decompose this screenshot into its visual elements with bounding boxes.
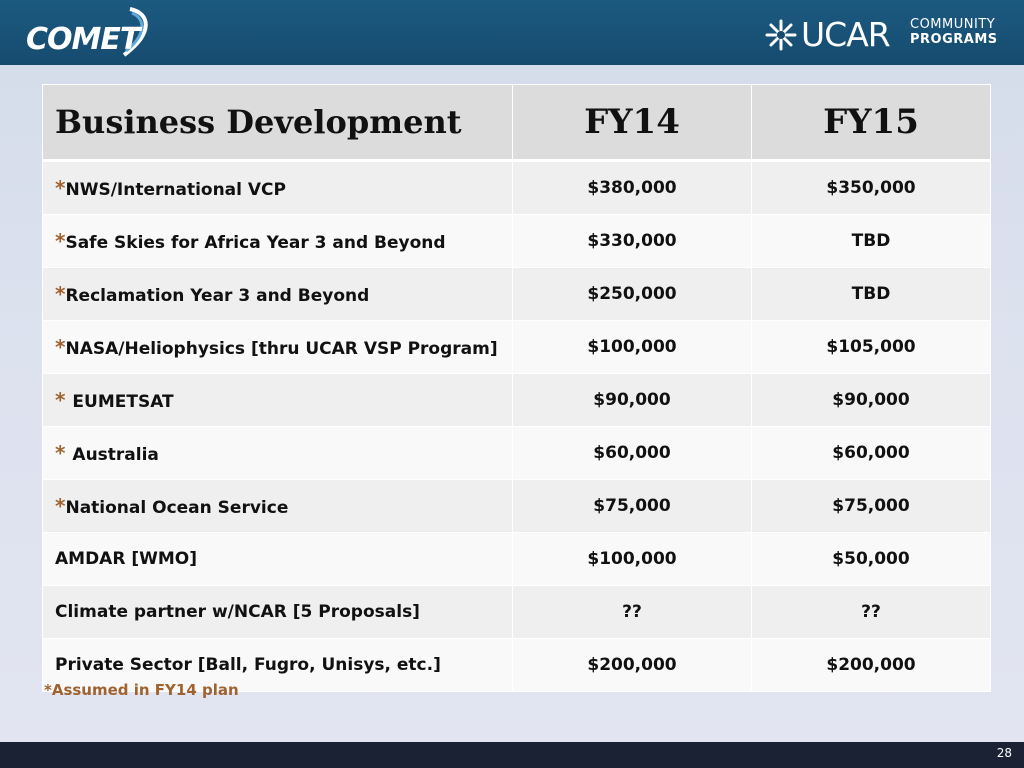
- table-row: *NWS/International VCP $380,000 $350,000: [42, 160, 991, 215]
- table-row: *NASA/Heliophysics [thru UCAR VSP Progra…: [42, 320, 991, 374]
- ucar-star-icon: [765, 19, 797, 51]
- fy15-value: $75,000: [751, 479, 991, 533]
- fy14-value: $100,000: [512, 532, 752, 586]
- row-label-cell: * Australia: [42, 426, 513, 480]
- fy14-value: $60,000: [512, 426, 752, 480]
- row-label-cell: *NASA/Heliophysics [thru UCAR VSP Progra…: [42, 320, 513, 374]
- asterisk-marker: *: [55, 441, 73, 465]
- fy15-value: $60,000: [751, 426, 991, 480]
- asterisk-marker: *: [55, 494, 66, 518]
- row-label: Climate partner w/NCAR [5 Proposals]: [42, 585, 513, 639]
- row-label: NASA/Heliophysics [thru UCAR VSP Program…: [65, 339, 498, 359]
- table-row: Climate partner w/NCAR [5 Proposals] ?? …: [42, 585, 991, 639]
- row-label: National Ocean Service: [65, 498, 289, 518]
- header-fy15: FY15: [751, 84, 991, 162]
- fy15-value: $105,000: [751, 320, 991, 374]
- fy14-value: $380,000: [512, 160, 752, 215]
- comet-swoosh-icon: [122, 7, 148, 57]
- row-label: EUMETSAT: [72, 392, 174, 412]
- asterisk-marker: *: [55, 282, 66, 306]
- row-label-cell: *NWS/International VCP: [42, 160, 513, 215]
- fy15-value: TBD: [751, 214, 991, 268]
- ucar-logo: UCAR COMMUNITY PROGRAMS: [765, 15, 1010, 54]
- asterisk-marker: *: [55, 335, 66, 359]
- page-number: 28: [996, 746, 1012, 760]
- fy14-value: $100,000: [512, 320, 752, 374]
- row-label: Reclamation Year 3 and Beyond: [65, 286, 370, 306]
- table-row: * EUMETSAT $90,000 $90,000: [42, 373, 991, 427]
- table-row: * Australia $60,000 $60,000: [42, 426, 991, 480]
- comet-logo-text: COMET: [26, 22, 140, 57]
- header-business-development: Business Development: [42, 84, 513, 162]
- fy14-value: $90,000: [512, 373, 752, 427]
- ucar-logo-text: UCAR: [801, 15, 891, 54]
- fy15-value: TBD: [751, 267, 991, 321]
- fy14-value: $330,000: [512, 214, 752, 268]
- row-label: AMDAR [WMO]: [42, 532, 513, 586]
- fy15-value: $350,000: [751, 160, 991, 215]
- table-row: Private Sector [Ball, Fugro, Unisys, etc…: [42, 638, 991, 692]
- row-label-cell: *Reclamation Year 3 and Beyond: [42, 267, 513, 321]
- asterisk-marker: *: [55, 388, 73, 412]
- table-row: AMDAR [WMO] $100,000 $50,000: [42, 532, 991, 586]
- fy15-value: ??: [751, 585, 991, 639]
- community-programs-text: COMMUNITY PROGRAMS: [910, 17, 998, 47]
- row-label: Private Sector [Ball, Fugro, Unisys, etc…: [42, 638, 513, 692]
- programs-line: PROGRAMS: [910, 32, 998, 47]
- fy15-value: $90,000: [751, 373, 991, 427]
- fy15-value: $200,000: [751, 638, 991, 692]
- footnote: *Assumed in FY14 plan: [44, 681, 239, 699]
- row-label-cell: *Safe Skies for Africa Year 3 and Beyond: [42, 214, 513, 268]
- table-row: *Reclamation Year 3 and Beyond $250,000 …: [42, 267, 991, 321]
- table-header-row: Business Development FY14 FY15: [42, 84, 991, 162]
- header-fy14: FY14: [512, 84, 752, 162]
- fy15-value: $50,000: [751, 532, 991, 586]
- row-label: Australia: [72, 445, 159, 465]
- fy14-value: $75,000: [512, 479, 752, 533]
- comet-logo: COMET: [12, 3, 152, 61]
- fy14-value: ??: [512, 585, 752, 639]
- slide-footer: 28: [0, 742, 1024, 768]
- slide-header: COMET UCAR COMMUNITY PROGRAMS: [0, 0, 1024, 65]
- row-label: NWS/International VCP: [65, 180, 286, 200]
- table-row: *National Ocean Service $75,000 $75,000: [42, 479, 991, 533]
- asterisk-marker: *: [55, 176, 66, 200]
- table-row: *Safe Skies for Africa Year 3 and Beyond…: [42, 214, 991, 268]
- row-label-cell: * EUMETSAT: [42, 373, 513, 427]
- business-development-table: Business Development FY14 FY15 *NWS/Inte…: [42, 84, 991, 692]
- fy14-value: $200,000: [512, 638, 752, 692]
- row-label-cell: *National Ocean Service: [42, 479, 513, 533]
- row-label: Safe Skies for Africa Year 3 and Beyond: [65, 233, 446, 253]
- community-line: COMMUNITY: [910, 17, 996, 32]
- asterisk-marker: *: [55, 229, 66, 253]
- fy14-value: $250,000: [512, 267, 752, 321]
